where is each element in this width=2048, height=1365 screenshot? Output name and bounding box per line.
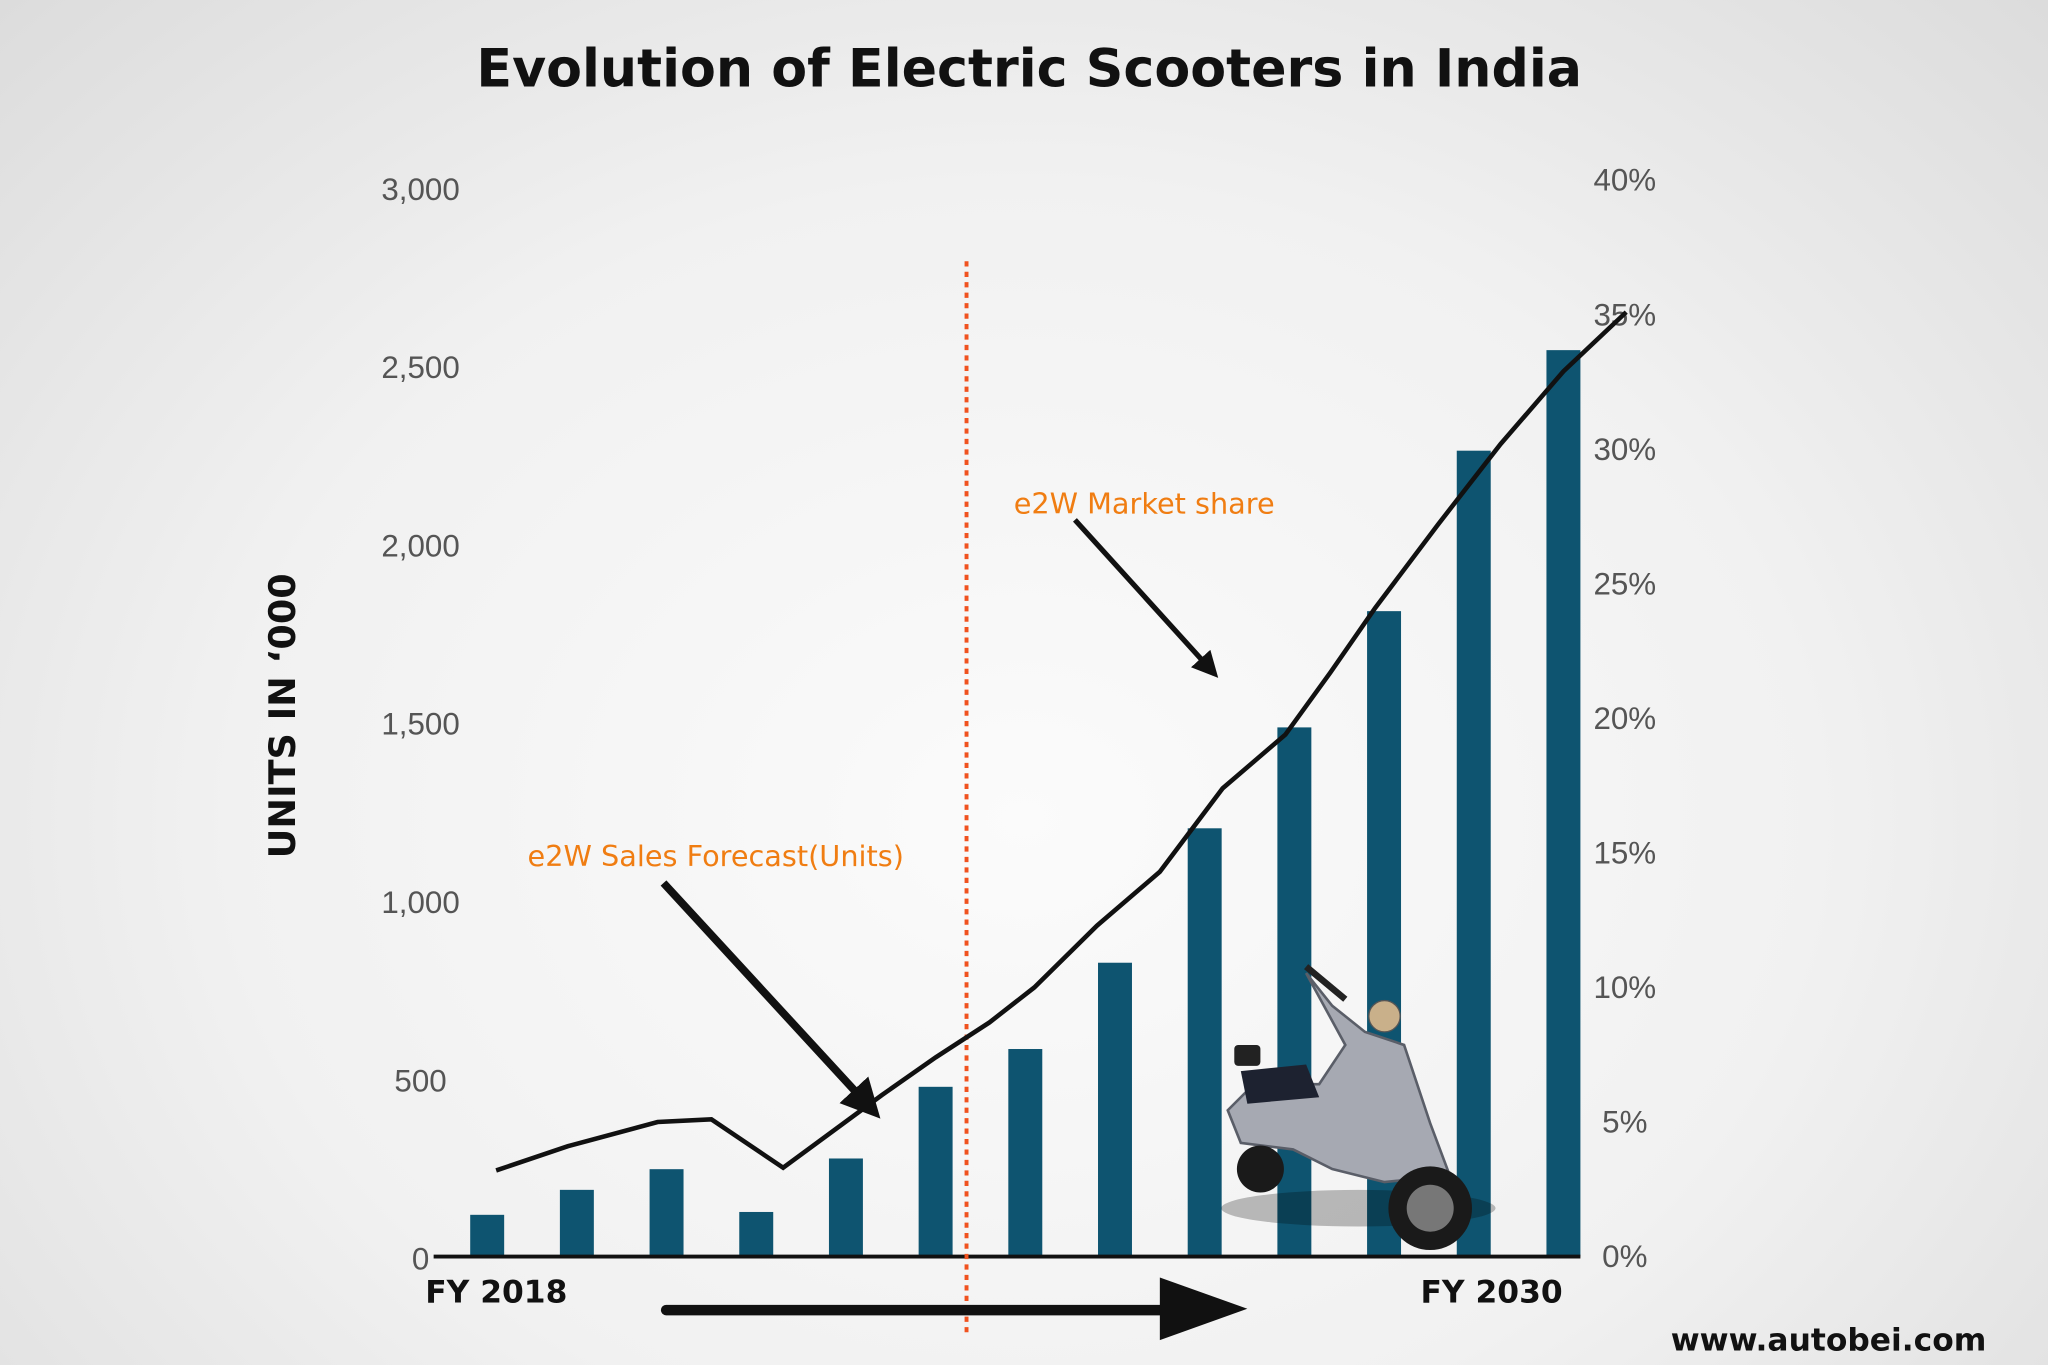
y-axis-label: UNITS IN ‘000 [261, 573, 304, 858]
bar-FY2022 [828, 1158, 863, 1257]
x-start-label: FY 2018 [425, 1274, 567, 1310]
bar-FY2021 [739, 1211, 774, 1257]
y2-tick-label: 20% [1593, 701, 1656, 736]
y-tick-label: 0 [412, 1242, 429, 1277]
bar-FY2025 [1098, 962, 1132, 1257]
bar-FY2020 [649, 1169, 684, 1257]
market-share-line [495, 310, 1628, 1173]
bar-FY2026 [1187, 828, 1222, 1257]
bar-FY2018 [470, 1214, 505, 1257]
annotation-market-share: e2W Market share [1014, 486, 1275, 520]
y2-tick-label: 15% [1593, 835, 1656, 870]
y2-tick-label: 10% [1593, 970, 1656, 1005]
y-tick-label: 2,500 [381, 350, 459, 385]
y-tick-label: 1,500 [381, 707, 459, 742]
y2-tick-label: 0% [1602, 1239, 1647, 1274]
arrow-to-line [1073, 518, 1219, 678]
chart-title: Evolution of Electric Scooters in India [476, 39, 1582, 99]
watermark: www.autobei.com [1671, 1323, 1987, 1359]
y-tick-label: 1,000 [381, 885, 459, 920]
annotation-sales-forecast: e2W Sales Forecast(Units) [528, 839, 904, 873]
bar-FY2024 [1008, 1049, 1043, 1257]
bar-FY2023 [918, 1086, 953, 1257]
y2-tick-label: 5% [1602, 1104, 1647, 1139]
y-tick-label: 500 [394, 1063, 446, 1098]
scooter-image [1221, 964, 1496, 1251]
y2-tick-label: 30% [1593, 432, 1656, 467]
time-arrow-head-icon [1159, 1277, 1248, 1341]
arrow-to-bars [660, 880, 881, 1119]
bar-FY2019 [559, 1189, 594, 1257]
y-tick-label: 3,000 [381, 172, 459, 207]
y2-tick-label: 40% [1593, 163, 1656, 198]
bar-FY2029 [1456, 450, 1491, 1257]
y2-tick-label: 25% [1593, 566, 1656, 601]
bar-FY2030 [1546, 350, 1581, 1257]
y-tick-label: 2,000 [381, 528, 459, 563]
bar-FY2027 [1277, 727, 1312, 1257]
x-end-label: FY 2030 [1420, 1274, 1562, 1310]
